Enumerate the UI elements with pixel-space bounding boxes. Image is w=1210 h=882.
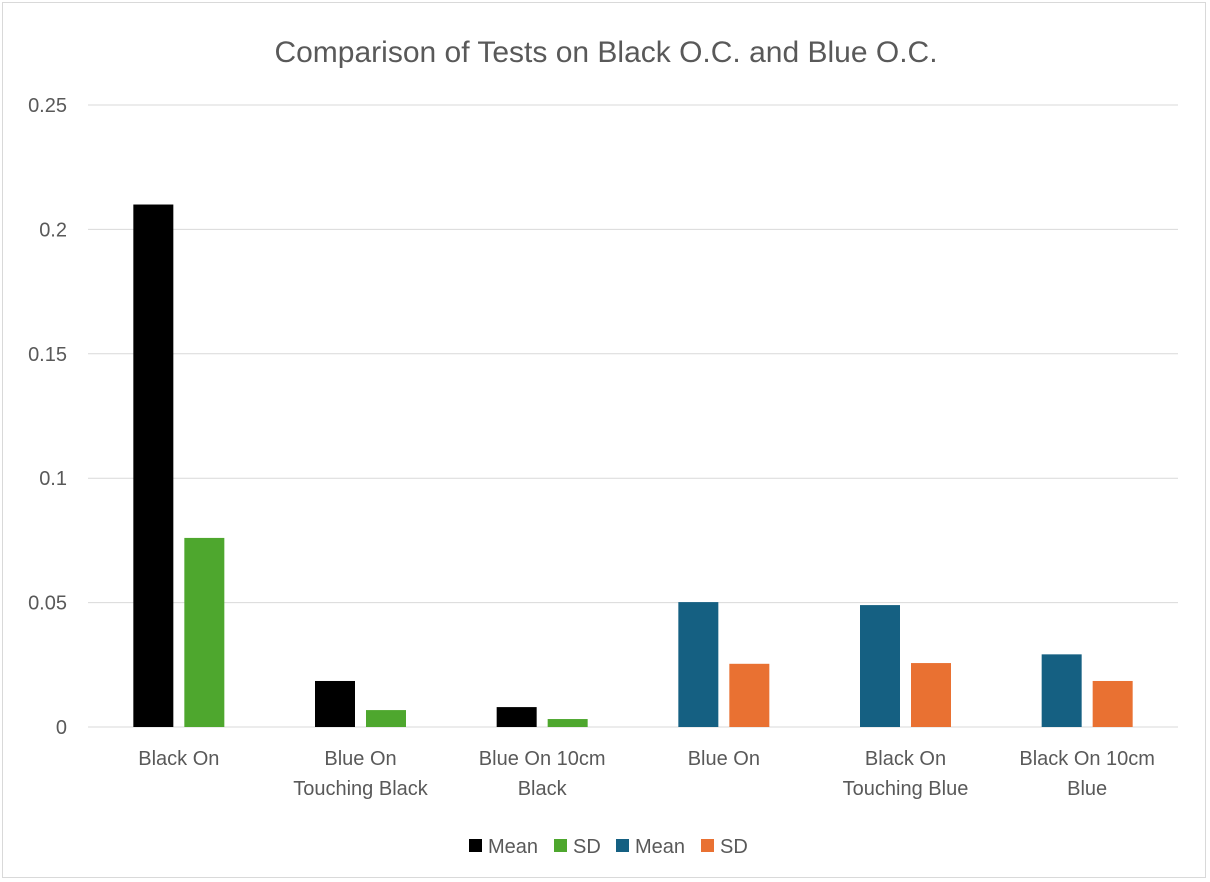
bar-sd-0 — [184, 537, 225, 727]
x-category-label: Blue On — [324, 748, 396, 770]
legend-swatch — [554, 839, 567, 852]
legend-label: Mean — [635, 836, 685, 858]
y-axis-ticks: 0 0.05 0.1 0.15 0.2 0.25 — [28, 95, 67, 739]
bar-mean-0 — [133, 204, 174, 727]
chart-svg: Comparison of Tests on Black O.C. and Bl… — [28, 36, 1178, 858]
y-tick-label: 0.1 — [39, 468, 67, 490]
bar-sd-5 — [1092, 680, 1133, 727]
x-category-label: Black On — [138, 748, 219, 770]
bar-sd-2 — [547, 719, 588, 727]
y-tick-label: 0.15 — [28, 344, 67, 366]
chart-title: Comparison of Tests on Black O.C. and Bl… — [274, 36, 937, 69]
legend-swatch — [469, 839, 482, 852]
x-category-label: Touching Blue — [843, 778, 969, 800]
y-tick-label: 0.2 — [39, 219, 67, 241]
bar-mean-3 — [678, 602, 719, 727]
legend-swatch — [701, 839, 714, 852]
x-category-label: Black On — [865, 748, 946, 770]
legend: Mean SD Mean SD — [469, 836, 748, 858]
x-category-label: Touching Black — [293, 778, 429, 800]
x-category-label: Blue On — [688, 748, 760, 770]
bars — [133, 204, 1133, 727]
x-category-label: Blue On 10cm — [479, 748, 606, 770]
bar-sd-4 — [911, 663, 951, 727]
x-category-label: Black — [518, 778, 568, 800]
bar-mean-1 — [315, 680, 355, 727]
legend-label: Mean — [488, 836, 538, 858]
legend-label: SD — [573, 836, 601, 858]
bar-sd-1 — [366, 710, 406, 727]
legend-swatch — [616, 839, 629, 852]
x-axis-categories: Black On Blue On Touching Black Blue On 10c… — [138, 748, 1155, 800]
y-tick-label: 0 — [56, 717, 67, 739]
legend-label: SD — [720, 836, 748, 858]
bar-sd-3 — [729, 663, 770, 727]
bar-mean-4 — [860, 605, 900, 727]
x-category-label: Black On 10cm — [1019, 748, 1155, 770]
y-tick-label: 0.05 — [28, 593, 67, 615]
gridlines — [88, 104, 1178, 728]
x-category-label: Blue — [1067, 778, 1107, 800]
bar-mean-2 — [496, 707, 537, 727]
bar-mean-5 — [1041, 654, 1082, 727]
y-tick-label: 0.25 — [28, 95, 67, 117]
